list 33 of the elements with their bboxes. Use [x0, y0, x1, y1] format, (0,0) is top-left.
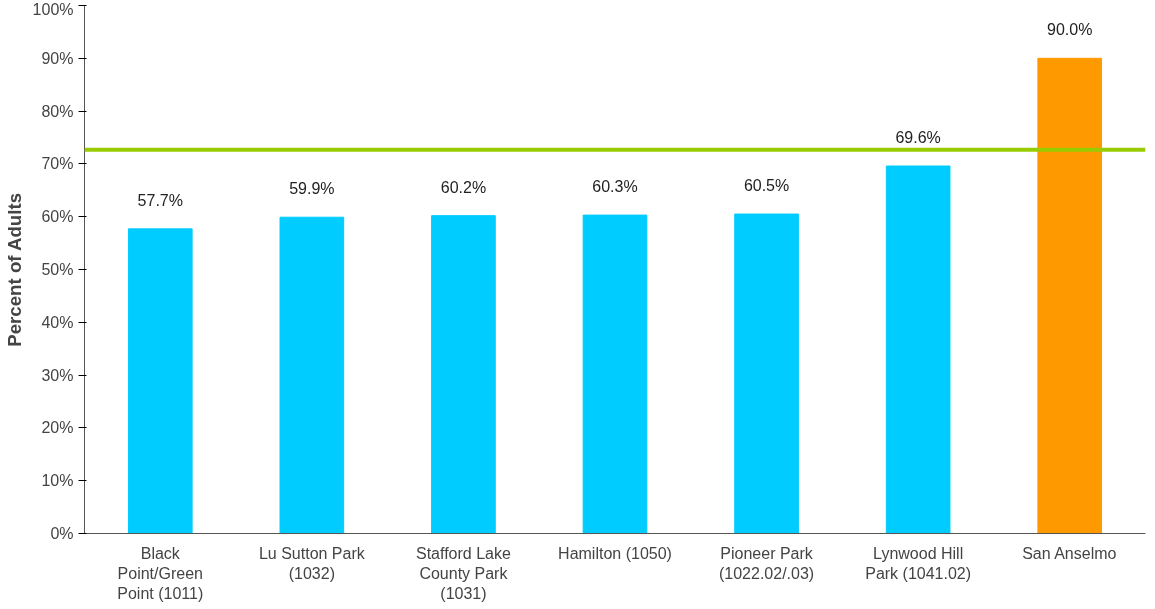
data-label: 59.9% [289, 180, 335, 198]
y-tick-label: 0% [50, 525, 74, 542]
data-label: 57.7% [137, 191, 183, 209]
y-tick-label: 50% [41, 261, 74, 278]
y-axis-title: Percent of Adults [3, 192, 25, 347]
y-tick-label: 40% [41, 313, 74, 331]
bar [582, 214, 648, 534]
x-tick-label: Black Point/Green Point (1011) [117, 544, 204, 603]
data-label: 90.0% [1047, 21, 1093, 39]
data-label: 60.3% [592, 178, 638, 196]
y-tick-label: 30% [41, 366, 74, 384]
y-tick-label: 90% [41, 49, 74, 67]
y-tick-label: 80% [41, 102, 74, 120]
x-tick-label: Hamilton (1050) [558, 544, 672, 562]
x-tick-label: Lu Sutton Park (1032) [258, 544, 366, 582]
data-label: 60.2% [440, 178, 487, 196]
bar [1037, 57, 1103, 534]
x-tick-label: San Anselmo [1022, 544, 1117, 562]
y-tick-label: 70% [41, 155, 74, 173]
bar [431, 215, 496, 534]
x-tick-label: Pioneer Park (1022.02/.03) [718, 544, 815, 582]
bar [885, 165, 951, 534]
data-label: 69.6% [895, 129, 941, 147]
y-tick-label: 100% [32, 0, 74, 18]
x-tick-label: Lynwood Hill Park (1041.02) [865, 544, 972, 582]
data-label: 60.5% [743, 177, 790, 195]
y-tick-label: 20% [41, 419, 74, 437]
x-tick-label: Stafford Lake County Park (1031) [415, 544, 511, 603]
bar [734, 213, 799, 534]
bar [279, 216, 345, 534]
bar [127, 228, 193, 534]
y-tick-label: 60% [41, 208, 74, 226]
y-tick-label: 10% [41, 472, 74, 490]
